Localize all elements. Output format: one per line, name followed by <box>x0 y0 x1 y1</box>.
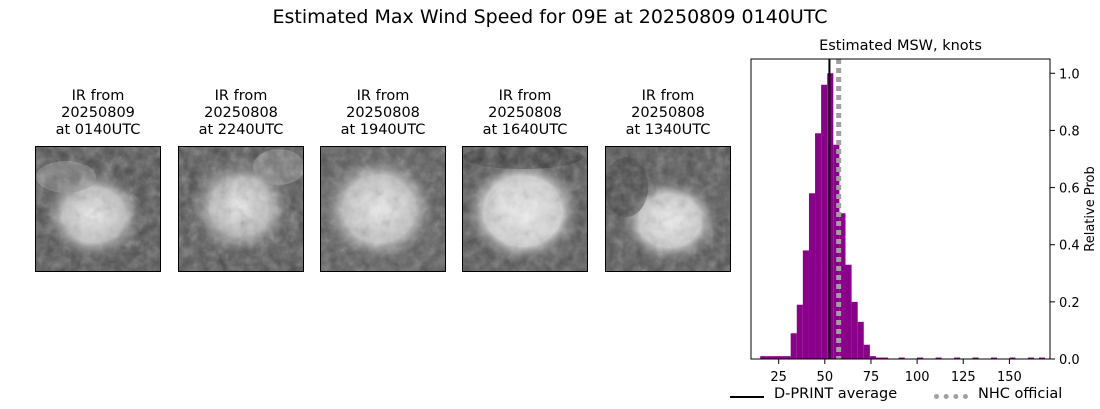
ir-panel-title-line: IR from <box>214 88 268 104</box>
ir-satellite-image <box>462 146 588 272</box>
x-tick-label: 50 <box>817 370 834 385</box>
histogram-bar <box>1027 357 1034 359</box>
y-tick-label: 0.4 <box>1059 239 1080 254</box>
histogram-bar <box>882 357 889 359</box>
ir-satellite-image <box>178 146 304 272</box>
histogram-bar <box>875 357 883 359</box>
x-tick-label: 125 <box>951 370 976 385</box>
histogram-bar <box>821 84 828 359</box>
histogram-bar <box>778 356 785 359</box>
ir-panel-title-line: 20250808 <box>631 105 705 121</box>
y-tick-label: 0.6 <box>1059 182 1080 197</box>
histogram-bar <box>784 356 791 359</box>
histogram-bar <box>845 264 852 359</box>
ir-panel-title: IR from 20250808 at 2240UTC <box>178 88 304 140</box>
histogram-bar <box>766 356 773 359</box>
ir-panel-4: IR from 20250808 at 1640UTC <box>462 88 588 272</box>
ir-panel-title: IR from 20250808 at 1640UTC <box>462 88 588 140</box>
histogram-bar <box>857 321 864 359</box>
figure-title: Estimated Max Wind Speed for 09E at 2025… <box>272 6 828 28</box>
ir-panel-title-line: at 2240UTC <box>198 122 284 138</box>
ir-satellite-image <box>605 146 731 272</box>
y-axis-label: Relative Prob <box>1083 166 1098 251</box>
histogram-bar <box>851 301 858 359</box>
ir-panel-title-line: 20250808 <box>488 105 562 121</box>
histogram-bar <box>954 357 961 359</box>
ir-satellite-image <box>320 146 446 272</box>
ir-panel-title-line: IR from <box>498 88 552 104</box>
ir-panel-title: IR from 20250808 at 1940UTC <box>320 88 446 140</box>
legend-dotted-line-icon <box>934 394 968 399</box>
histogram-bar <box>990 357 998 359</box>
ir-panel-title-line: at 1340UTC <box>625 122 711 138</box>
histogram-bar <box>1038 357 1046 359</box>
ir-panel-1: IR from 20250809 at 0140UTC <box>35 88 161 272</box>
histogram-bar <box>839 213 846 359</box>
histogram-bar <box>1009 357 1016 359</box>
ir-panel-title-line: IR from <box>641 88 695 104</box>
ir-panel-title-line: IR from <box>356 88 410 104</box>
histogram-bar <box>917 357 924 359</box>
histogram-bar <box>898 357 905 359</box>
x-tick-label: 150 <box>997 370 1022 385</box>
x-tick-label: 25 <box>770 370 787 385</box>
ir-panel-3: IR from 20250808 at 1940UTC <box>320 88 446 272</box>
ir-panel-title-line: 20250808 <box>346 105 420 121</box>
plot-frame <box>750 58 1051 360</box>
histogram-bar <box>972 357 979 359</box>
y-tick-label: 0.0 <box>1059 353 1080 368</box>
histogram-bar <box>802 250 809 359</box>
x-tick-label: 100 <box>905 370 930 385</box>
ir-panel-title-line: IR from <box>71 88 125 104</box>
histogram-bar <box>935 357 942 359</box>
y-tick-label: 0.2 <box>1059 296 1080 311</box>
histogram-bar <box>808 193 816 359</box>
histogram-bar <box>772 356 779 359</box>
ir-panel-5: IR from 20250808 at 1340UTC <box>605 88 731 272</box>
histogram-bar <box>760 356 767 359</box>
chart-title: Estimated MSW, knots <box>819 38 982 54</box>
ir-panel-title-line: at 1640UTC <box>482 122 568 138</box>
y-tick-label: 0.8 <box>1059 124 1080 139</box>
ir-panel-title: IR from 20250808 at 1340UTC <box>605 88 731 140</box>
y-tick-label: 1.0 <box>1059 67 1080 82</box>
ir-panel-title-line: 20250809 <box>61 105 135 121</box>
histogram-bar <box>815 133 822 359</box>
ir-satellite-image <box>35 146 161 272</box>
histogram-bar <box>790 333 797 359</box>
legend-label-nhc: NHC official <box>978 386 1063 402</box>
legend-label-dprint: D-PRINT average <box>774 386 898 402</box>
ir-panel-title-line: at 0140UTC <box>55 122 141 138</box>
ir-panel-2: IR from 20250808 at 2240UTC <box>178 88 304 272</box>
histogram-bar <box>869 356 876 359</box>
ir-panel-title-line: 20250808 <box>204 105 278 121</box>
legend-solid-line-icon <box>730 396 764 398</box>
ir-panel-title: IR from 20250809 at 0140UTC <box>35 88 161 140</box>
ir-panel-title-line: at 1940UTC <box>340 122 426 138</box>
x-tick-label: 75 <box>863 370 880 385</box>
histogram-bar <box>796 304 803 359</box>
histogram-bar <box>863 344 870 359</box>
